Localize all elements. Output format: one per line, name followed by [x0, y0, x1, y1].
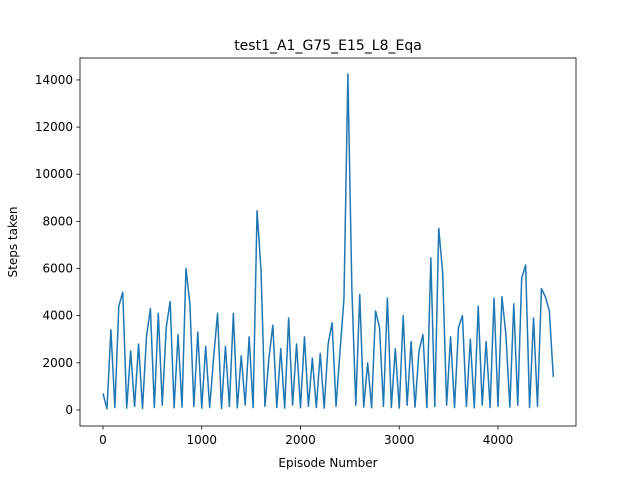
plot-frame: [79, 57, 577, 427]
x-tick-label: 3000: [384, 433, 415, 447]
x-tick-label: 4000: [483, 433, 514, 447]
y-tick-label: 10000: [35, 167, 73, 181]
y-tick-label: 4000: [42, 309, 73, 323]
y-tick-label: 0: [65, 403, 73, 417]
y-tick-label: 2000: [42, 356, 73, 370]
x-tick-label: 2000: [285, 433, 316, 447]
y-tick-label: 12000: [35, 120, 73, 134]
data-line: [102, 73, 555, 410]
y-tick-label: 8000: [42, 214, 73, 228]
y-tick-label: 6000: [42, 262, 73, 276]
x-tick-label: 1000: [186, 433, 217, 447]
y-tick-label: 14000: [35, 73, 73, 87]
y-axis-label: Steps taken: [6, 207, 20, 278]
x-tick-label: 0: [99, 433, 107, 447]
chart-title: test1_A1_G75_E15_L8_Eqa: [234, 38, 422, 54]
x-axis-label: Episode Number: [278, 456, 377, 470]
